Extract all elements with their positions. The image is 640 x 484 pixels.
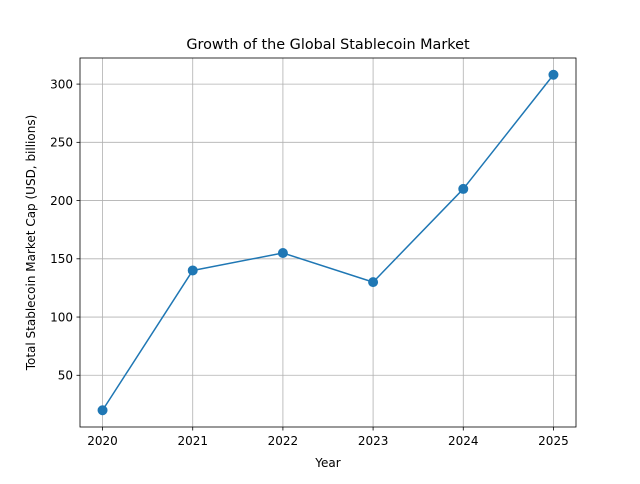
- y-tick-label: 100: [50, 310, 73, 324]
- x-tick-label: 2022: [268, 434, 299, 448]
- y-tick-label: 300: [50, 77, 73, 91]
- series-line: [101, 74, 555, 411]
- data-point-2025: [548, 69, 559, 80]
- y-axis-label: Total Stablecoin Market Cap (USD, billio…: [24, 115, 38, 372]
- x-tick-label: 2021: [177, 434, 208, 448]
- plot-area-frame: [79, 57, 577, 428]
- grid-layer: [80, 58, 576, 427]
- chart-title: Growth of the Global Stablecoin Market: [186, 37, 470, 53]
- series-layer: [97, 69, 559, 416]
- data-point-2024: [458, 183, 469, 194]
- data-point-2021: [187, 265, 198, 276]
- x-tick-label: 2024: [448, 434, 479, 448]
- y-tick-label: 200: [50, 194, 73, 208]
- y-tick-label: 50: [58, 369, 73, 383]
- x-tick-label: 2023: [358, 434, 389, 448]
- x-tick-label: 2020: [87, 434, 118, 448]
- data-point-2023: [368, 277, 379, 288]
- x-axis-ticks: 2020 2021 2022 2023 2024 2025: [87, 427, 569, 448]
- data-point-2022: [277, 247, 288, 258]
- x-axis-label: Year: [314, 456, 340, 470]
- y-axis-ticks: 50 100 150 200 250 300: [50, 77, 80, 383]
- y-tick-label: 150: [50, 252, 73, 266]
- y-tick-label: 250: [50, 136, 73, 150]
- x-tick-label: 2025: [538, 434, 569, 448]
- data-point-2020: [97, 405, 108, 416]
